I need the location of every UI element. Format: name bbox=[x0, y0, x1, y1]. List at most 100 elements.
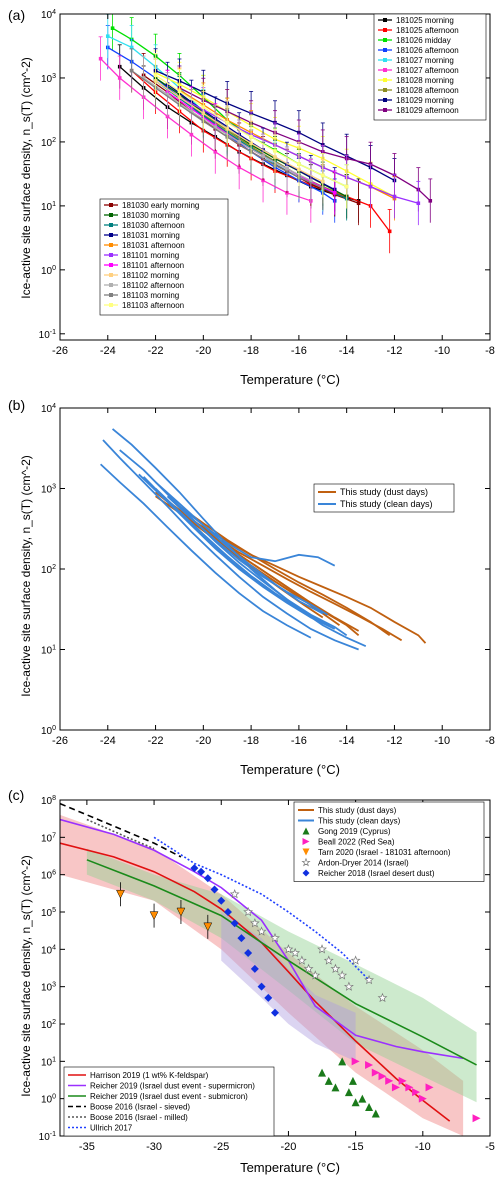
legend-marker bbox=[109, 213, 113, 217]
data-point bbox=[385, 1076, 394, 1085]
reference-line bbox=[60, 802, 182, 858]
data-point bbox=[176, 907, 186, 917]
reference-line bbox=[60, 818, 464, 1060]
data-point bbox=[243, 906, 254, 917]
plot-0: -26 -24 -22 -20 -18 -16 -14 -12 -10 -8 10-1 100 101 1… bbox=[39, 9, 495, 357]
legend-marker bbox=[109, 243, 113, 247]
data-point bbox=[332, 191, 337, 195]
x-tick-label: -12 bbox=[386, 345, 402, 357]
data-point bbox=[237, 165, 241, 170]
data-point bbox=[331, 1083, 340, 1092]
series-line bbox=[102, 439, 359, 651]
data-point bbox=[250, 964, 259, 973]
legend-entry: This study (dust days) bbox=[340, 487, 428, 497]
legend-entry: 181027 morning bbox=[396, 56, 454, 65]
data-point bbox=[190, 864, 199, 873]
x-tick-label: -35 bbox=[79, 1141, 95, 1153]
data-point bbox=[256, 926, 267, 936]
data-point bbox=[213, 150, 218, 154]
y-tick-label: 103 bbox=[41, 484, 56, 496]
x-tick-label: -25 bbox=[213, 1141, 229, 1153]
data-point bbox=[105, 34, 110, 38]
y-tick-label: 103 bbox=[41, 73, 56, 85]
data-point bbox=[338, 1057, 347, 1066]
legend-entry: Reicher 2018 (Israel desert dust) bbox=[318, 869, 435, 878]
legend-entry: 181028 morning bbox=[396, 76, 454, 85]
legend-marker bbox=[109, 283, 113, 287]
data-point bbox=[351, 1057, 360, 1066]
x-tick-label: -5 bbox=[485, 1141, 495, 1153]
data-point bbox=[141, 76, 146, 80]
x-tick-label: -24 bbox=[100, 345, 116, 357]
legend-entry: 181101 afternoon bbox=[122, 261, 184, 270]
y-tick-label: 107 bbox=[41, 832, 56, 844]
data-point bbox=[317, 944, 327, 954]
xlabel-c: Temperature (°C) bbox=[240, 1160, 340, 1175]
series-line bbox=[166, 495, 329, 616]
y-tick-label: 101 bbox=[41, 201, 56, 213]
x-tick-label: -22 bbox=[148, 735, 164, 747]
data-point bbox=[273, 149, 277, 153]
panel-label-b: (b) bbox=[8, 397, 25, 413]
data-point bbox=[344, 1088, 353, 1097]
data-point bbox=[358, 1094, 367, 1103]
uncertainty-band bbox=[86, 848, 477, 1103]
legend-entry: This study (clean days) bbox=[340, 499, 433, 509]
data-point bbox=[472, 1114, 481, 1123]
legend-entry: 181027 afternoon bbox=[396, 66, 459, 75]
legend-marker bbox=[109, 203, 113, 207]
legend-entry: Harrison 2019 (1 wt% K-feldspar) bbox=[90, 1071, 209, 1080]
x-tick-label: -15 bbox=[348, 1141, 364, 1153]
ylabel-c: Ice-active site surface density, n_s(T) … bbox=[19, 855, 33, 1096]
ylabel-a: Ice-active site surface density, n_s(T) … bbox=[19, 57, 33, 298]
x-tick-label: -20 bbox=[280, 1141, 296, 1153]
legend-entry: 181103 afternoon bbox=[122, 301, 184, 310]
legend-box bbox=[63, 1066, 275, 1137]
legend-marker bbox=[301, 857, 311, 867]
y-tick-label: 100 bbox=[41, 265, 56, 277]
data-point bbox=[261, 154, 265, 158]
legend-box bbox=[313, 483, 455, 513]
y-tick-label: 105 bbox=[41, 907, 56, 919]
data-point bbox=[285, 166, 289, 171]
data-point bbox=[343, 981, 354, 991]
data-point bbox=[129, 68, 134, 73]
data-point bbox=[387, 229, 392, 234]
data-point bbox=[303, 963, 314, 974]
series-line bbox=[154, 481, 324, 615]
data-point bbox=[371, 1109, 380, 1118]
data-point bbox=[320, 173, 325, 178]
data-point bbox=[356, 201, 361, 206]
x-tick-label: -10 bbox=[434, 345, 450, 357]
data-point bbox=[271, 1008, 279, 1017]
data-point bbox=[249, 135, 253, 139]
plot-area-1 bbox=[99, 428, 427, 651]
legend-marker bbox=[109, 263, 113, 267]
data-point bbox=[203, 922, 213, 932]
data-point bbox=[210, 885, 219, 894]
plot-area-2 bbox=[60, 802, 481, 1136]
legend-entry: Ardon-Dryer 2014 (Israel) bbox=[318, 859, 409, 868]
x-tick-label: -24 bbox=[100, 735, 116, 747]
y-tick-label: 102 bbox=[41, 564, 56, 576]
y-tick-label: 102 bbox=[41, 1019, 56, 1031]
data-point bbox=[425, 1083, 434, 1092]
legend-marker bbox=[109, 223, 113, 227]
reference-line bbox=[153, 836, 370, 981]
legend-entry: Gong 2019 (Cyprus) bbox=[318, 827, 391, 836]
data-point bbox=[428, 199, 433, 203]
y-tick-label: 100 bbox=[41, 725, 56, 737]
x-tick-label: -10 bbox=[434, 735, 450, 747]
data-point bbox=[344, 184, 349, 189]
x-tick-label: -20 bbox=[195, 345, 211, 357]
uncertainty-band bbox=[221, 912, 356, 1062]
legend-marker bbox=[383, 68, 387, 72]
legend-marker bbox=[109, 303, 113, 307]
legend-entry: 181026 afternoon bbox=[396, 46, 459, 55]
data-point bbox=[223, 908, 232, 916]
y-tick-label: 104 bbox=[41, 403, 56, 415]
y-tick-label: 101 bbox=[41, 1056, 56, 1068]
y-tick-label: 101 bbox=[41, 645, 56, 657]
legend-entry: Reicher 2019 (Israel dust event - superm… bbox=[90, 1082, 255, 1091]
x-tick-label: -20 bbox=[195, 735, 211, 747]
